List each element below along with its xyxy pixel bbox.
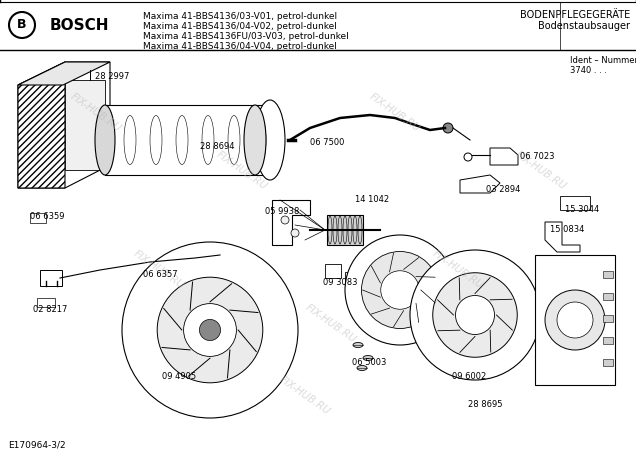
Text: B: B bbox=[17, 18, 27, 32]
Ellipse shape bbox=[95, 105, 115, 175]
Bar bbox=[603, 271, 613, 278]
Bar bbox=[325, 264, 341, 278]
Circle shape bbox=[545, 290, 605, 350]
Text: 15 3044: 15 3044 bbox=[565, 205, 599, 214]
Text: 28 2997: 28 2997 bbox=[95, 72, 129, 81]
Polygon shape bbox=[18, 62, 110, 188]
Circle shape bbox=[200, 320, 221, 341]
Circle shape bbox=[381, 271, 419, 309]
Ellipse shape bbox=[353, 342, 363, 347]
Bar bbox=[30, 213, 46, 223]
Text: Maxima 41-BBS4136/03-V01, petrol-dunkel: Maxima 41-BBS4136/03-V01, petrol-dunkel bbox=[143, 12, 337, 21]
Ellipse shape bbox=[244, 105, 266, 175]
Bar bbox=[603, 315, 613, 322]
Circle shape bbox=[291, 229, 299, 237]
Circle shape bbox=[464, 153, 472, 161]
Text: 03 2894: 03 2894 bbox=[486, 185, 520, 194]
Circle shape bbox=[157, 277, 263, 383]
Text: 28 8694: 28 8694 bbox=[200, 142, 235, 151]
Text: 06 7023: 06 7023 bbox=[520, 152, 555, 161]
Text: FIX-HUB.RU: FIX-HUB.RU bbox=[132, 249, 186, 291]
Circle shape bbox=[410, 250, 540, 380]
Text: 09 6002: 09 6002 bbox=[452, 372, 487, 381]
Polygon shape bbox=[545, 222, 580, 252]
Polygon shape bbox=[272, 200, 310, 245]
Text: 06 5003: 06 5003 bbox=[352, 358, 387, 367]
Text: 09 4905: 09 4905 bbox=[162, 372, 196, 381]
Polygon shape bbox=[65, 80, 105, 170]
Text: 05 9938: 05 9938 bbox=[265, 207, 300, 216]
Polygon shape bbox=[18, 62, 65, 188]
Text: FIX-HUB.RU: FIX-HUB.RU bbox=[278, 375, 333, 417]
Text: Bodenstaubsauger: Bodenstaubsauger bbox=[538, 21, 630, 31]
Bar bbox=[603, 293, 613, 300]
Circle shape bbox=[281, 216, 289, 224]
Bar bbox=[327, 215, 363, 245]
Text: Maxima 41-BBS4136/04-V04, petrol-dunkel: Maxima 41-BBS4136/04-V04, petrol-dunkel bbox=[143, 42, 337, 51]
Bar bbox=[535, 255, 615, 385]
Text: Ident – Nummern – Konstante: Ident – Nummern – Konstante bbox=[570, 56, 636, 65]
Text: 09 3083: 09 3083 bbox=[323, 278, 357, 287]
Circle shape bbox=[361, 252, 438, 328]
Bar bbox=[105, 105, 270, 175]
Circle shape bbox=[345, 235, 455, 345]
Polygon shape bbox=[18, 62, 110, 85]
Text: FIX-HUB.RU: FIX-HUB.RU bbox=[68, 91, 123, 134]
Text: FIX-HUB.RU: FIX-HUB.RU bbox=[214, 150, 269, 192]
Bar bbox=[37, 298, 55, 307]
Bar bbox=[603, 359, 613, 366]
Circle shape bbox=[122, 242, 298, 418]
Circle shape bbox=[557, 302, 593, 338]
Ellipse shape bbox=[357, 365, 367, 370]
Bar bbox=[40, 270, 62, 286]
Circle shape bbox=[184, 304, 237, 356]
Text: 06 7500: 06 7500 bbox=[310, 138, 344, 147]
Circle shape bbox=[432, 273, 517, 357]
Text: 06 6359: 06 6359 bbox=[30, 212, 64, 221]
Ellipse shape bbox=[255, 100, 285, 180]
Bar bbox=[560, 196, 590, 210]
Text: FIX-HUB.RU: FIX-HUB.RU bbox=[513, 150, 568, 192]
Polygon shape bbox=[490, 148, 518, 165]
Text: FIX-HUB.RU: FIX-HUB.RU bbox=[367, 91, 422, 134]
Text: Maxima 41-BBS4136FU/03-V03, petrol-dunkel: Maxima 41-BBS4136FU/03-V03, petrol-dunke… bbox=[143, 32, 349, 41]
Text: Maxima 41-BBS4136/04-V02, petrol-dunkel: Maxima 41-BBS4136/04-V02, petrol-dunkel bbox=[143, 22, 337, 31]
Bar bbox=[603, 337, 613, 344]
Circle shape bbox=[443, 123, 453, 133]
Text: 06 6357: 06 6357 bbox=[143, 270, 177, 279]
Text: 28 8695: 28 8695 bbox=[468, 400, 502, 409]
Text: 14 1042: 14 1042 bbox=[355, 195, 389, 204]
Bar bbox=[345, 272, 361, 286]
Text: 02 8217: 02 8217 bbox=[33, 305, 67, 314]
Ellipse shape bbox=[363, 356, 373, 360]
Circle shape bbox=[455, 296, 495, 334]
Text: BODENPFLEGEGERÄTE: BODENPFLEGEGERÄTE bbox=[520, 10, 630, 20]
Text: 3740 . . .: 3740 . . . bbox=[570, 66, 607, 75]
Polygon shape bbox=[460, 175, 500, 193]
Text: FIX-HUB.RU: FIX-HUB.RU bbox=[303, 303, 358, 345]
Text: FIX-HUB.RU: FIX-HUB.RU bbox=[431, 249, 485, 291]
Text: E170964-3/2: E170964-3/2 bbox=[8, 440, 66, 449]
Text: BOSCH: BOSCH bbox=[50, 18, 109, 32]
Text: 15 0834: 15 0834 bbox=[550, 225, 584, 234]
